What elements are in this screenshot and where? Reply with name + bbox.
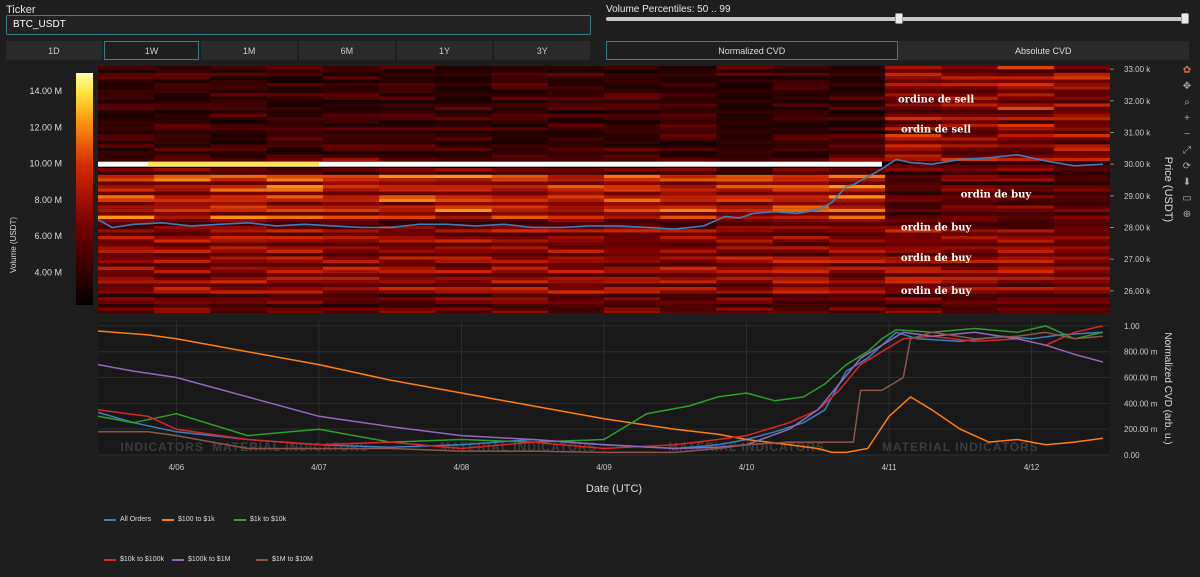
range-button-1w[interactable]: 1W	[103, 41, 200, 60]
volume-percentiles-label: Volume Percentiles: 50 .. 99	[606, 4, 731, 15]
price-tick-label: 30.00 k	[1124, 160, 1151, 169]
cvd-tick-label: 200.00 m	[1124, 425, 1158, 434]
date-tick-label: 4/11	[882, 463, 898, 472]
price-tick-label: 31.00 k	[1124, 129, 1151, 138]
cvd-tick-label: 400.00 m	[1124, 399, 1158, 408]
legend-item[interactable]: $10k to $100k	[104, 556, 164, 563]
annotation-1: ordin de sell	[901, 125, 971, 136]
legend-item[interactable]: $1M to $10M	[256, 556, 313, 563]
chart-legend: All Orders $100 to $1k $1k to $10k $10k to …	[100, 508, 800, 568]
cvd-tick-label: 600.00 m	[1124, 374, 1158, 383]
cvd-tick-label: 0.00	[1124, 451, 1140, 460]
legend-swatch	[234, 518, 246, 521]
legend-item[interactable]: $1k to $10k	[234, 516, 286, 523]
chart-area[interactable]: ordine de sell ordin de sell ordin de buy o…	[0, 62, 1178, 502]
legend-swatch	[162, 518, 174, 521]
cvd-series-line-2	[98, 325, 1104, 443]
legend-label: $100k to $1M	[188, 556, 231, 563]
price-tick-label: 33.00 k	[1124, 65, 1151, 74]
compare-hover-icon[interactable]: ▭	[1182, 193, 1192, 204]
legend-label: $1k to $10k	[250, 516, 287, 523]
price-line	[98, 153, 1103, 230]
pan-icon[interactable]: ✥	[1182, 81, 1192, 92]
reset-axes-icon[interactable]: ⟳	[1182, 161, 1192, 172]
cvd-series-line-4	[98, 331, 1104, 450]
date-tick-label: 4/09	[596, 463, 612, 472]
absolute-cvd-button[interactable]: Absolute CVD	[897, 41, 1189, 60]
date-tick-label: 4/10	[739, 463, 755, 472]
legend-label: $10k to $100k	[120, 556, 164, 563]
legend-label: All Orders	[120, 516, 152, 523]
date-tick-label: 4/12	[1024, 463, 1040, 472]
spike-lines-icon[interactable]: ⊕	[1182, 209, 1192, 220]
legend-swatch	[104, 558, 116, 561]
price-tick-label: 27.00 k	[1124, 255, 1151, 264]
legend-swatch	[256, 558, 268, 561]
range-button-1d[interactable]: 1D	[6, 41, 102, 60]
normalized-cvd-button[interactable]: Normalized CVD	[606, 41, 898, 60]
price-tick-label: 32.00 k	[1124, 97, 1151, 106]
heatmap-cells	[98, 66, 1110, 313]
annotation-3: ordin de buy	[901, 223, 973, 234]
colorbar-tick-label: 14.00 M	[29, 86, 62, 96]
legend-item[interactable]: $100 to $1k	[162, 516, 215, 523]
chart-modebar: ✿ ✥ ⌕ + − ⤢ ⟳ ⬇ ▭ ⊕	[1180, 64, 1194, 224]
plotly-logo-icon[interactable]: ✿	[1182, 65, 1192, 76]
price-axis-title: Price (USDT)	[1162, 157, 1174, 222]
price-tick-label: 26.00 k	[1124, 287, 1151, 296]
bid-wall-highlight	[147, 161, 319, 167]
colorbar-tick-label: 6.00 M	[34, 231, 62, 241]
colorbar-title: Volume (USDT)	[9, 217, 18, 273]
cvd-axis-title: Normalized CVD (arb. u.)	[1162, 332, 1173, 444]
autoscale-icon[interactable]: ⤢	[1183, 145, 1191, 156]
range-button-1y[interactable]: 1Y	[396, 41, 493, 60]
date-tick-label: 4/08	[454, 463, 470, 472]
colorbar-tick-label: 12.00 M	[29, 122, 62, 132]
legend-label: $100 to $1k	[178, 516, 215, 523]
legend-label: $1M to $10M	[272, 556, 313, 563]
legend-swatch	[104, 518, 116, 521]
slider-thumb-high[interactable]	[1181, 13, 1189, 24]
range-button-1m[interactable]: 1M	[201, 41, 298, 60]
annotation-5: ordin de buy	[901, 286, 973, 297]
cvd-series-line-0	[98, 331, 1103, 450]
colorbar-tick-label: 4.00 M	[34, 267, 62, 277]
watermark-text: INDICATORS	[120, 440, 204, 454]
zoom-icon[interactable]: ⌕	[1184, 97, 1190, 108]
ticker-input[interactable]: BTC_USDT	[6, 15, 591, 35]
legend-item[interactable]: All Orders	[104, 516, 151, 523]
date-tick-label: 4/07	[311, 463, 327, 472]
date-tick-label: 4/06	[169, 463, 185, 472]
legend-swatch	[172, 558, 184, 561]
bid-wall-line	[98, 161, 882, 167]
zoom-out-icon[interactable]: −	[1184, 129, 1190, 140]
colorbar-tick-label: 8.00 M	[34, 195, 62, 205]
ticker-label: Ticker	[6, 4, 36, 16]
range-button-3y[interactable]: 3Y	[494, 41, 591, 60]
watermark-text: MATERIAL INDICATORS	[882, 440, 1039, 454]
cvd-tick-label: 800.00 m	[1124, 348, 1158, 357]
cvd-series-line-1	[98, 330, 1104, 454]
legend-item[interactable]: $100k to $1M	[172, 556, 230, 563]
range-button-6m[interactable]: 6M	[299, 41, 395, 60]
price-tick-label: 28.00 k	[1124, 224, 1151, 233]
price-tick-label: 29.00 k	[1124, 192, 1151, 201]
watermark-text: MATERIAL INDICATORS	[212, 440, 369, 454]
date-axis-title: Date (UTC)	[586, 483, 642, 495]
cvd-series-line-3	[98, 325, 1104, 450]
slider-thumb-low[interactable]	[895, 13, 903, 24]
annotation-2: ordin de buy	[961, 189, 1033, 200]
colorbar-tick-label: 10.00 M	[29, 159, 62, 169]
annotation-0: ordine de sell	[898, 94, 974, 105]
colorbar	[76, 73, 93, 305]
time-range-selector: 1D 1W 1M 6M 1Y 3Y	[6, 41, 592, 60]
cvd-mode-selector: Normalized CVD Absolute CVD	[606, 41, 1189, 60]
cvd-tick-label: 1.00	[1124, 322, 1140, 331]
annotation-4: ordin de buy	[901, 253, 973, 264]
cvd-series-line-5	[98, 331, 1103, 454]
download-icon[interactable]: ⬇	[1182, 177, 1192, 188]
zoom-in-icon[interactable]: +	[1184, 113, 1190, 124]
